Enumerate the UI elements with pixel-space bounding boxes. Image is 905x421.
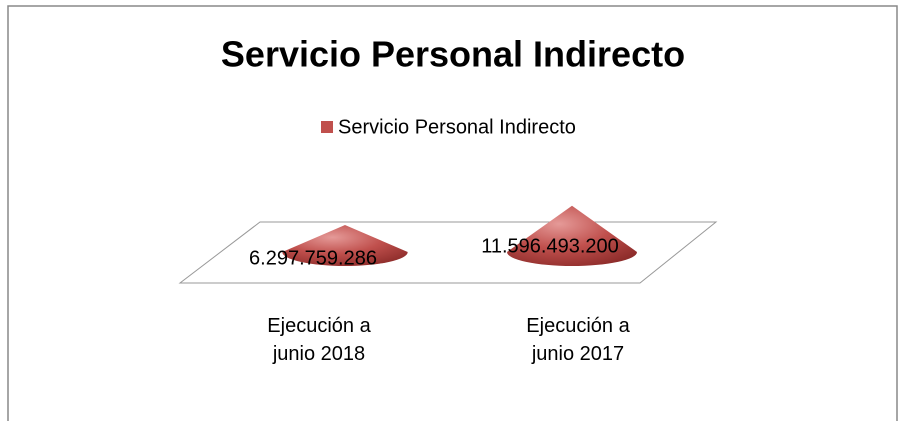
x-tick-label-box: Ejecución a junio 2018 xyxy=(267,315,371,365)
x-tick-label: Ejecución a junio 2018 xyxy=(267,315,371,365)
data-label: 6.297.759.286 xyxy=(249,247,377,269)
legend-label: Servicio Personal Indirecto xyxy=(338,116,576,138)
cone xyxy=(282,224,408,266)
chart-border xyxy=(7,5,898,421)
cone xyxy=(507,205,637,266)
chart-title: Servicio Personal Indirecto xyxy=(221,34,685,75)
x-tick-label: Ejecución a junio 2017 xyxy=(526,315,630,365)
x-tick-label-box: Ejecución a junio 2017 xyxy=(526,315,630,365)
legend-swatch xyxy=(321,121,333,133)
data-label: 11.596.493.200 xyxy=(481,235,619,257)
